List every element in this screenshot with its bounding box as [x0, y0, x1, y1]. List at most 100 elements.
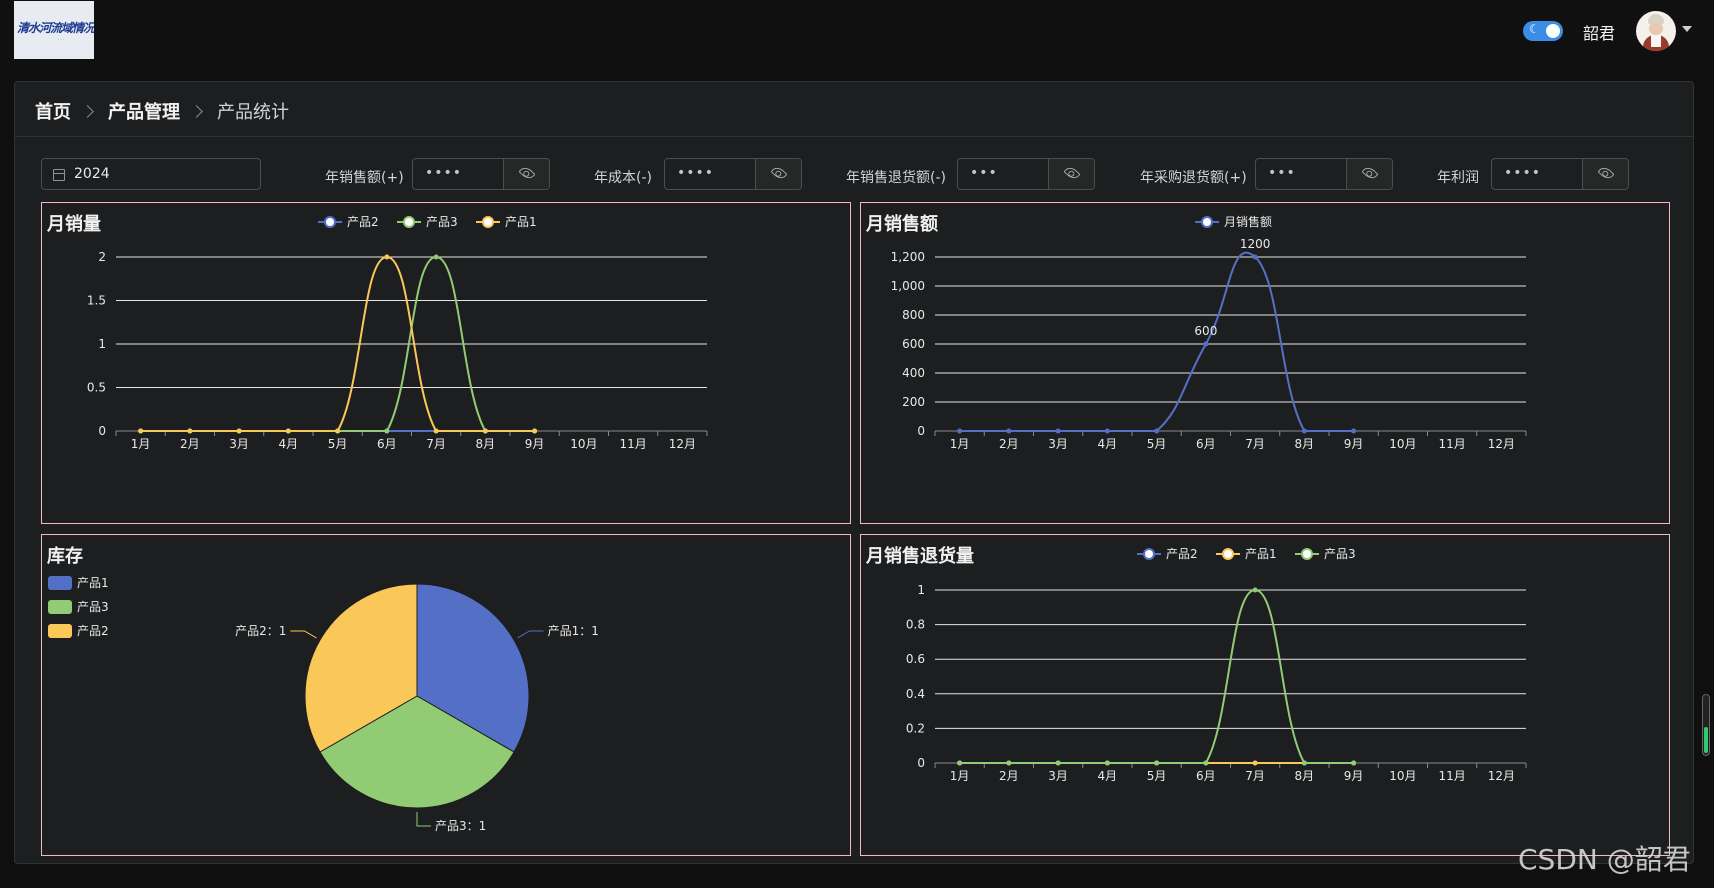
x-tick-label: 6月	[1196, 769, 1216, 783]
label-leader	[290, 630, 317, 639]
watermark: CSDN @韶君	[1518, 843, 1691, 876]
reveal-button[interactable]	[1346, 159, 1392, 189]
chart-title: 库存	[47, 546, 83, 567]
data-point	[1252, 587, 1258, 593]
reveal-button[interactable]	[1582, 159, 1628, 189]
reveal-button[interactable]	[1048, 159, 1094, 189]
x-tick-label: 2月	[999, 437, 1019, 451]
series-line	[959, 588, 1354, 764]
data-point	[384, 428, 390, 434]
eye-icon	[1063, 164, 1081, 182]
x-tick-label: 12月	[669, 437, 696, 451]
data-point	[1351, 428, 1357, 434]
y-tick-label: 0.2	[906, 721, 925, 735]
annual-cost-field[interactable]: ••••	[664, 158, 802, 190]
reveal-button[interactable]	[503, 159, 549, 189]
moon-icon: ☾	[1529, 22, 1540, 36]
pie-slice	[319, 695, 515, 809]
series-line	[140, 255, 535, 432]
legend-label: 产品1	[77, 576, 109, 590]
x-tick-label: 10月	[1389, 437, 1416, 451]
x-tick-label: 8月	[476, 437, 496, 451]
legend-marker	[403, 216, 415, 228]
monthly-sales-chart: 月销量 0 0.5 1 1.5 2 1月 2月 3月 4月 5月 6月 7月 8月 9月 10月 11月 12月…	[41, 202, 851, 524]
legend-swatch	[48, 600, 72, 614]
x-tick-label: 11月	[619, 437, 646, 451]
legend-swatch	[48, 576, 72, 590]
x-tick-label: 3月	[229, 437, 249, 451]
scrollbar[interactable]	[1702, 694, 1710, 756]
x-tick-label: 11月	[1438, 437, 1465, 451]
legend-label: 产品1	[1245, 547, 1277, 561]
label-leader	[517, 630, 544, 639]
annual-profit-value: ••••	[1504, 165, 1542, 181]
x-tick-label: 5月	[1147, 769, 1167, 783]
annual-profit-label: 年利润	[1437, 170, 1479, 186]
breadcrumb-home[interactable]: 首页	[35, 102, 71, 123]
annual-sales-return-field[interactable]: •••	[957, 158, 1095, 190]
monthly-revenue-chart: 月销售额 0 200 400 600 800 1,000 1,200 1月 2月 3月 4月 5月 6月…	[860, 202, 1670, 524]
x-tick-label: 9月	[1344, 437, 1364, 451]
x-tick-label: 1月	[131, 437, 151, 451]
legend-label: 产品3	[1324, 547, 1356, 561]
theme-toggle[interactable]: ☾	[1523, 21, 1563, 41]
y-tick-label: 400	[902, 366, 925, 380]
monthly-returns-chart: 月销售退货量 0 0.2 0.4 0.6 0.8 1 1月 2月 3月 4月 5月 6月 7月 8月 9月 1…	[860, 534, 1670, 856]
data-point	[285, 428, 291, 434]
annual-profit-field[interactable]: ••••	[1491, 158, 1629, 190]
y-tick-label: 600	[902, 337, 925, 351]
breadcrumb-current: 产品统计	[217, 102, 289, 123]
data-point	[1203, 341, 1209, 347]
y-tick-label: 200	[902, 395, 925, 409]
x-tick-label: 1月	[950, 769, 970, 783]
y-tick-label: 1.5	[87, 294, 106, 308]
pie-slice	[416, 583, 530, 753]
toggle-knob	[1546, 24, 1560, 38]
x-tick-label: 6月	[377, 437, 397, 451]
x-tick-label: 4月	[279, 437, 299, 451]
data-point	[187, 428, 193, 434]
slice-label: 产品2：1	[235, 624, 286, 638]
legend-label: 产品2	[347, 215, 379, 229]
x-tick-label: 9月	[1344, 769, 1364, 783]
top-bar: 清水河流域情况 · · · ☾ 韶君	[0, 0, 1714, 76]
data-point	[1351, 760, 1357, 766]
annual-sales-label: 年销售额(+)	[325, 170, 404, 186]
data-point	[1055, 428, 1061, 434]
chevron-right-icon	[190, 104, 203, 118]
x-tick-label: 1月	[950, 437, 970, 451]
annual-cost-label: 年成本(-)	[594, 170, 652, 186]
data-point	[433, 428, 439, 434]
data-point	[957, 428, 963, 434]
x-tick-label: 8月	[1295, 769, 1315, 783]
x-tick-label: 5月	[328, 437, 348, 451]
legend-label: 月销售额	[1224, 214, 1272, 229]
y-tick-label: 1	[98, 337, 106, 351]
x-tick-label: 10月	[1389, 769, 1416, 783]
breadcrumb-product-management[interactable]: 产品管理	[108, 102, 180, 123]
annual-sales-field[interactable]: ••••	[412, 158, 550, 190]
data-point	[1252, 760, 1258, 766]
x-tick-label: 2月	[999, 769, 1019, 783]
username[interactable]: 韶君	[1583, 24, 1616, 43]
eye-icon	[518, 164, 536, 182]
legend-marker	[1222, 548, 1234, 560]
logo[interactable]: 清水河流域情况 · · ·	[14, 1, 94, 59]
legend-label: 产品3	[77, 600, 109, 614]
y-tick-label: 0	[917, 424, 925, 438]
y-tick-label: 800	[902, 308, 925, 322]
chevron-down-icon[interactable]	[1682, 26, 1692, 32]
legend-marker	[482, 216, 494, 228]
x-tick-label: 3月	[1048, 437, 1068, 451]
data-point	[335, 428, 341, 434]
avatar[interactable]	[1636, 11, 1676, 51]
breadcrumb: 首页 产品管理 产品统计	[35, 99, 289, 123]
data-point	[1301, 760, 1307, 766]
reveal-button[interactable]	[755, 159, 801, 189]
eye-icon	[1597, 164, 1615, 182]
chart-svg: 0 0.5 1 1.5 2 1月 2月 3月 4月 5月 6月 7月 8月 9月 10月 11月 12月 产品2 产…	[87, 215, 708, 451]
year-picker[interactable]: 2024	[41, 158, 261, 190]
y-tick-label: 0.8	[906, 618, 925, 632]
data-point	[1006, 760, 1012, 766]
annual-purchase-return-field[interactable]: •••	[1255, 158, 1393, 190]
